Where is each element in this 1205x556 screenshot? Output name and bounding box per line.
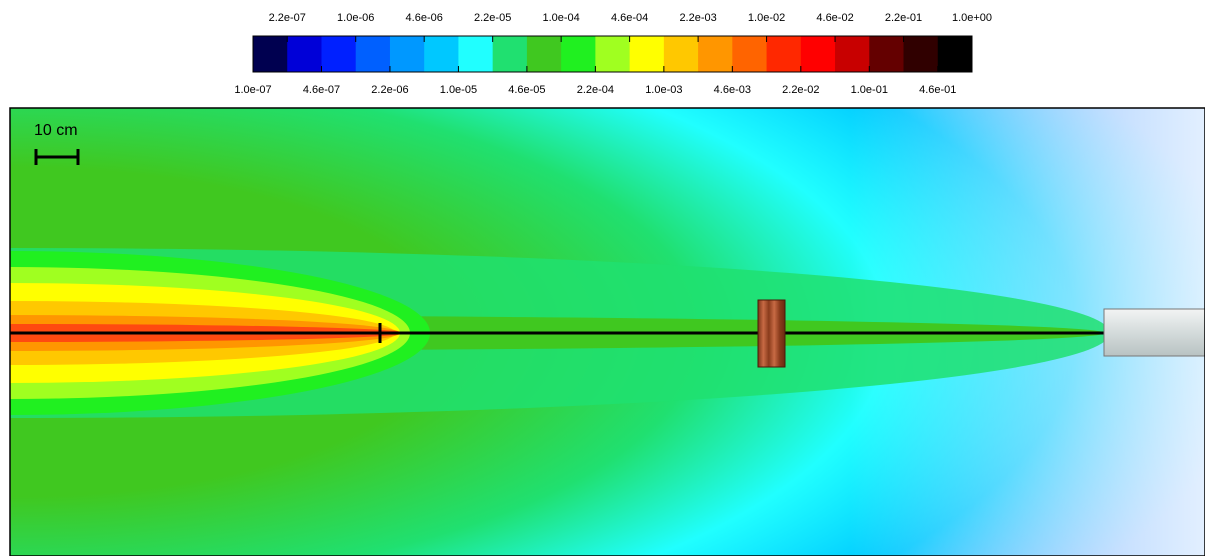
- colorbar-top-label: 4.6e-04: [611, 12, 648, 24]
- colorbar-swatch: [835, 36, 870, 72]
- colorbar-swatch: [801, 36, 836, 72]
- colorbar-swatch: [561, 36, 596, 72]
- colorbar-top-label: 2.2e-07: [269, 12, 306, 24]
- colorbar-swatch: [458, 36, 493, 72]
- colorbar-swatch: [732, 36, 767, 72]
- colorbar-swatch: [664, 36, 699, 72]
- colorbar-swatch: [493, 36, 528, 72]
- colorbar-swatch: [767, 36, 802, 72]
- colorbar-bottom-label: 2.2e-06: [371, 84, 408, 96]
- colorbar-top-label: 4.6e-02: [816, 12, 853, 24]
- colorbar-swatch: [869, 36, 904, 72]
- colorbar-bottom-label: 1.0e-05: [440, 84, 477, 96]
- colorbar-top-label: 1.0e-06: [337, 12, 374, 24]
- scale-bar-label: 10 cm: [34, 122, 78, 139]
- dose-map-figure: 10 cm 1.0e-07 4.6e-07 2.2e-06 1.0e-05 4.6e-0…: [0, 0, 1205, 556]
- colorbar-swatch: [630, 36, 665, 72]
- colorbar-swatch: [321, 36, 356, 72]
- colorbar-bottom-label: 1.0e-07: [234, 84, 271, 96]
- colorbar-bottom-label: 4.6e-07: [303, 84, 340, 96]
- colorbar-swatch: [390, 36, 425, 72]
- colorbar-top-label: 2.2e-01: [885, 12, 922, 24]
- colorbar: 1.0e-07 4.6e-07 2.2e-06 1.0e-05 4.6e-05 2.2e-…: [234, 12, 992, 96]
- colorbar-bottom-label: 2.2e-04: [577, 84, 614, 96]
- colorbar-bottom-label: 4.6e-05: [508, 84, 545, 96]
- colorbar-swatch: [287, 36, 322, 72]
- dose-field: [0, 108, 1205, 556]
- colorbar-top-label: 1.0e+00: [952, 12, 992, 24]
- colorbar-swatch: [904, 36, 939, 72]
- colorbar-swatch: [938, 36, 973, 72]
- colorbar-bottom-label: 2.2e-02: [782, 84, 819, 96]
- colorbar-swatch: [253, 36, 288, 72]
- colorbar-top-label: 2.2e-05: [474, 12, 511, 24]
- colorbar-bottom-label: 1.0e-01: [851, 84, 888, 96]
- colorbar-top-label: 4.6e-06: [406, 12, 443, 24]
- colorbar-top-label: 1.0e-02: [748, 12, 785, 24]
- colorbar-swatch: [356, 36, 391, 72]
- colorbar-bottom-label: 1.0e-03: [645, 84, 682, 96]
- colorbar-top-label: 2.2e-03: [679, 12, 716, 24]
- colorbar-bottom-label: 4.6e-01: [919, 84, 956, 96]
- colorbar-swatch: [527, 36, 562, 72]
- colorbar-swatch: [424, 36, 459, 72]
- colorbar-bottom-label: 4.6e-03: [714, 84, 751, 96]
- colorbar-swatch: [698, 36, 733, 72]
- colorbar-top-label: 1.0e-04: [542, 12, 579, 24]
- colorbar-swatch: [595, 36, 630, 72]
